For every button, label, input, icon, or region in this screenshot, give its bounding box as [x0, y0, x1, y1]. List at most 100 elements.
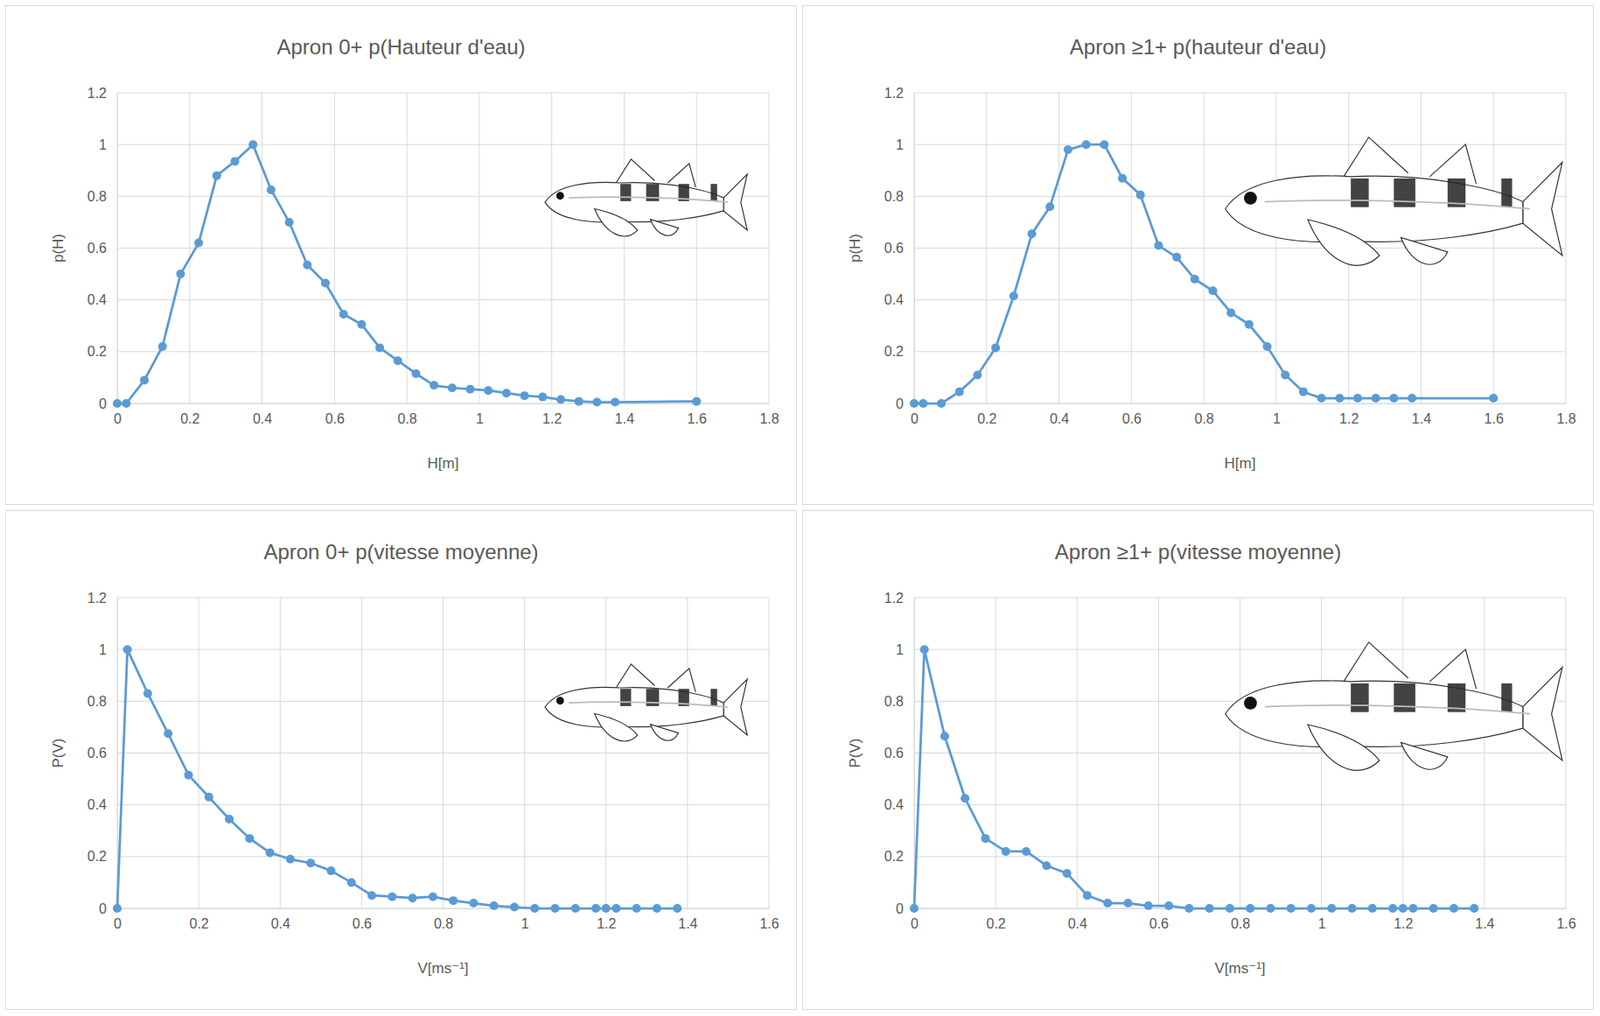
fish-band [1393, 683, 1416, 713]
x-axis: 00.20.40.60.811.21.41.61.8 [910, 403, 1577, 427]
tick: 0.8 [884, 188, 915, 204]
plot-area: 00.20.40.60.811.21.41.600.20.40.60.811.2 [884, 590, 1577, 932]
tick: 0.6 [325, 403, 345, 427]
x-axis-title: V[ms⁻¹] [1214, 959, 1265, 977]
tick-label: 0.4 [884, 292, 904, 308]
data-point [1172, 252, 1181, 262]
grid-line-y [914, 247, 1566, 249]
y-axis: 00.20.40.60.811.2 [884, 85, 916, 412]
tick-label: 0.4 [1049, 411, 1069, 427]
data-point [123, 644, 133, 654]
tick-label: 0.6 [87, 745, 107, 761]
tick-label: 0.8 [884, 693, 904, 709]
data-point [1388, 903, 1398, 913]
fish-body [544, 686, 724, 727]
data-point [489, 901, 499, 910]
chart-title: Apron 0+ p(Hauteur d'eau) [276, 34, 525, 59]
grid-line-x [261, 92, 263, 404]
fish-eye [556, 191, 565, 200]
tick-label: 0.8 [397, 411, 417, 427]
data-point [502, 388, 511, 398]
tick-label: 0 [98, 901, 107, 916]
tick: 0.4 [884, 292, 915, 308]
fish-eye [1243, 696, 1258, 710]
data-point [592, 398, 601, 407]
grid-line-x [1076, 597, 1078, 909]
chart-panel: 00.20.40.60.811.21.41.61.800.20.40.60.81… [803, 6, 1594, 505]
grid-line-y [914, 144, 1566, 146]
tick-label: 0.2 [986, 915, 1007, 931]
chart-title: Apron ≥1+ p(vitesse moyenne) [1055, 539, 1342, 564]
data-point [158, 342, 168, 351]
data-point [1371, 393, 1381, 403]
tick: 1.2 [542, 403, 562, 427]
data-point [139, 375, 149, 385]
tick-label: 0 [113, 915, 122, 931]
tick: 0.2 [180, 403, 200, 427]
data-marks [909, 139, 1498, 408]
grid-line-x [768, 597, 770, 909]
tick-label: 1 [1272, 411, 1281, 427]
panel-frame [6, 6, 797, 505]
tick-label: 1 [98, 642, 107, 657]
tick-label: 1.2 [542, 411, 562, 427]
tick: 0.8 [87, 188, 118, 204]
data-point [960, 793, 970, 803]
tick: 0.8 [884, 693, 915, 709]
data-point [347, 877, 357, 887]
data-point [326, 866, 336, 875]
tick: 0.4 [884, 796, 915, 812]
fish-fin [1307, 219, 1380, 266]
tick: 1.4 [677, 908, 698, 931]
tick-label: 0.8 [87, 693, 107, 709]
tick-label: 0.2 [884, 848, 904, 864]
data-point [244, 833, 254, 843]
tick-label: 1.6 [1556, 915, 1576, 931]
panel-frame [803, 510, 1594, 1010]
data-point [356, 320, 366, 329]
grid-line-x [1493, 92, 1495, 404]
data-point [1263, 342, 1272, 351]
fish-fin [594, 208, 638, 236]
tick: 0.6 [87, 240, 118, 256]
data-marks [112, 644, 682, 913]
fish-eye [556, 696, 565, 705]
data-point [940, 731, 950, 741]
grid-line-y [117, 144, 769, 146]
tick-label: 0 [98, 396, 107, 412]
tick: 1 [895, 642, 915, 657]
grid-line-x [361, 597, 363, 909]
tick: 0.4 [252, 403, 273, 427]
fish-fin [594, 712, 638, 741]
data-point [212, 171, 222, 181]
data-point [468, 898, 478, 908]
axis-line [915, 403, 1567, 405]
data-point [1334, 393, 1344, 403]
tick: 0.4 [1068, 908, 1088, 931]
grid-line-x [995, 597, 997, 909]
tick-label: 1.8 [1556, 411, 1576, 427]
tick-label: 0.4 [271, 915, 291, 931]
grid-line-x [696, 92, 698, 404]
data-point [1398, 903, 1408, 913]
tick: 1.6 [1556, 908, 1576, 931]
data-point [571, 903, 580, 913]
fish-lateral-line [568, 196, 728, 203]
data-point [1136, 190, 1146, 200]
tick: 0.8 [397, 403, 417, 427]
data-point [302, 260, 312, 270]
fish-fin [1343, 137, 1409, 177]
y-axis-title: p(H) [49, 233, 67, 263]
grid-line-x [1565, 92, 1567, 404]
data-point [632, 903, 642, 913]
tick-label: 0.8 [433, 915, 454, 931]
grid-line-y [914, 92, 1566, 94]
fish-illustration [1225, 137, 1563, 266]
fish-fin [1401, 237, 1448, 266]
fish-body [1225, 680, 1524, 748]
data-point [1429, 903, 1439, 913]
tick-label: 1 [475, 411, 484, 427]
tick-label: 1 [1318, 915, 1327, 931]
data-point [672, 903, 682, 913]
data-point [1244, 320, 1254, 329]
